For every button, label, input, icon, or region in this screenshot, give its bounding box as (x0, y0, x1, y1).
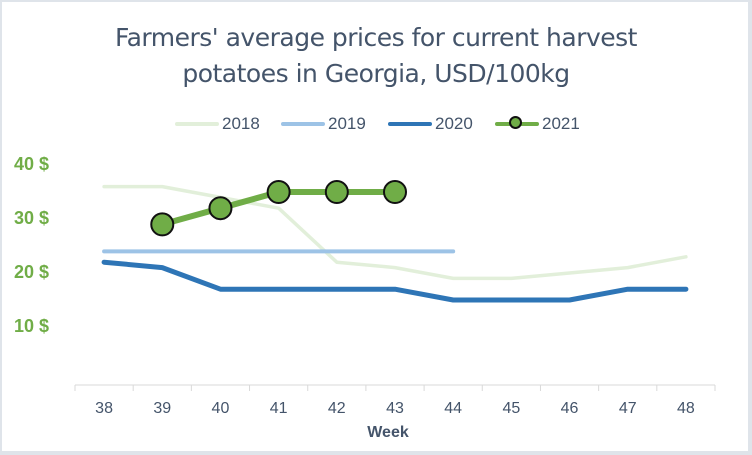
y-tick-label: 30 $ (14, 208, 50, 228)
legend-swatch-2018-icon (175, 112, 219, 136)
x-tick-label: 40 (211, 400, 230, 417)
y-tick-label: 40 $ (14, 154, 50, 174)
data-point-marker[interactable] (266, 180, 291, 204)
chart-title: Farmers' average prices for current harv… (0, 20, 752, 92)
x-tick-label: 43 (386, 400, 404, 417)
legend-label: 2021 (542, 114, 580, 133)
data-point-marker[interactable] (150, 212, 175, 237)
x-tick-label: 44 (444, 400, 463, 417)
x-tick-label: 46 (560, 400, 579, 417)
x-tick-label: 45 (502, 400, 521, 417)
chart-title-line-1: Farmers' average prices for current harv… (115, 23, 637, 52)
x-tick-label: 47 (618, 400, 637, 417)
series-line-2020 (101, 259, 689, 303)
legend-label: 2020 (435, 114, 473, 133)
chart-frame (2, 2, 748, 451)
x-axis (74, 384, 716, 391)
data-point-marker[interactable] (324, 180, 349, 204)
y-tick-label: 20 $ (14, 262, 50, 282)
y-tick-label: 10 $ (14, 316, 50, 336)
x-tick-label: 38 (95, 400, 113, 417)
data-point-marker[interactable] (383, 180, 407, 204)
data-point-marker[interactable] (208, 196, 233, 221)
x-tick-label: 42 (327, 400, 346, 417)
legend-swatch-2019-icon (281, 112, 325, 136)
legend-label: 2018 (222, 114, 260, 133)
x-tick-label: 41 (269, 400, 288, 417)
x-tick-label: 48 (677, 400, 695, 417)
chart-title-line-2: potatoes in Georgia, USD/100kg (182, 59, 570, 88)
series-line-2018 (102, 184, 688, 281)
legend-item-2021[interactable]: 2021 (495, 112, 580, 136)
series-lines (101, 180, 689, 303)
x-tick-label: 39 (153, 400, 172, 417)
legend-label: 2019 (328, 114, 366, 133)
legend-item-2020[interactable]: 2020 (388, 112, 473, 136)
chart-legend: 2018 2019 2020 2021 (0, 112, 752, 136)
x-axis-label: Week (367, 424, 409, 441)
legend-item-2018[interactable]: 2018 (175, 112, 260, 136)
legend-swatch-2021-icon (495, 112, 539, 136)
legend-swatch-2020-icon (388, 112, 432, 136)
legend-item-2019[interactable]: 2019 (281, 112, 366, 136)
